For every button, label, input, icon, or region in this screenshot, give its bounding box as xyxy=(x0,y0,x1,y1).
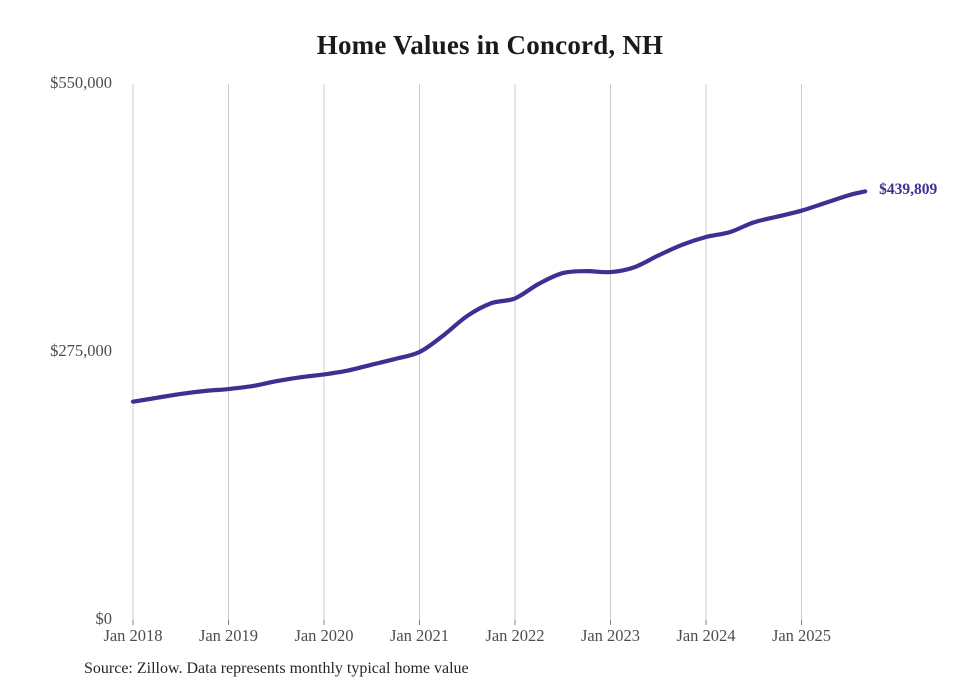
xtick-label: Jan 2022 xyxy=(485,626,545,645)
end-value-annotation: $439,809 xyxy=(879,181,938,199)
source-note: Source: Zillow. Data represents monthly … xyxy=(84,660,469,677)
ytick-label: $0 xyxy=(95,609,113,628)
xtick-label: Jan 2023 xyxy=(580,626,641,645)
data-series-line xyxy=(130,189,868,404)
xtick-label: Jan 2018 xyxy=(103,626,163,645)
ytick-label: $550,000 xyxy=(50,73,112,92)
ytick-label: $275,000 xyxy=(50,341,112,360)
chart-title: Home Values in Concord, NH xyxy=(316,30,664,60)
xtick-label: Jan 2025 xyxy=(771,626,832,645)
gridlines-group xyxy=(132,84,802,620)
xtick-label: Jan 2019 xyxy=(198,626,259,645)
xtick-marks-group xyxy=(132,620,802,625)
xtick-label: Jan 2024 xyxy=(676,626,736,645)
xtick-label: Jan 2020 xyxy=(294,626,354,645)
xtick-label: Jan 2021 xyxy=(389,626,450,645)
